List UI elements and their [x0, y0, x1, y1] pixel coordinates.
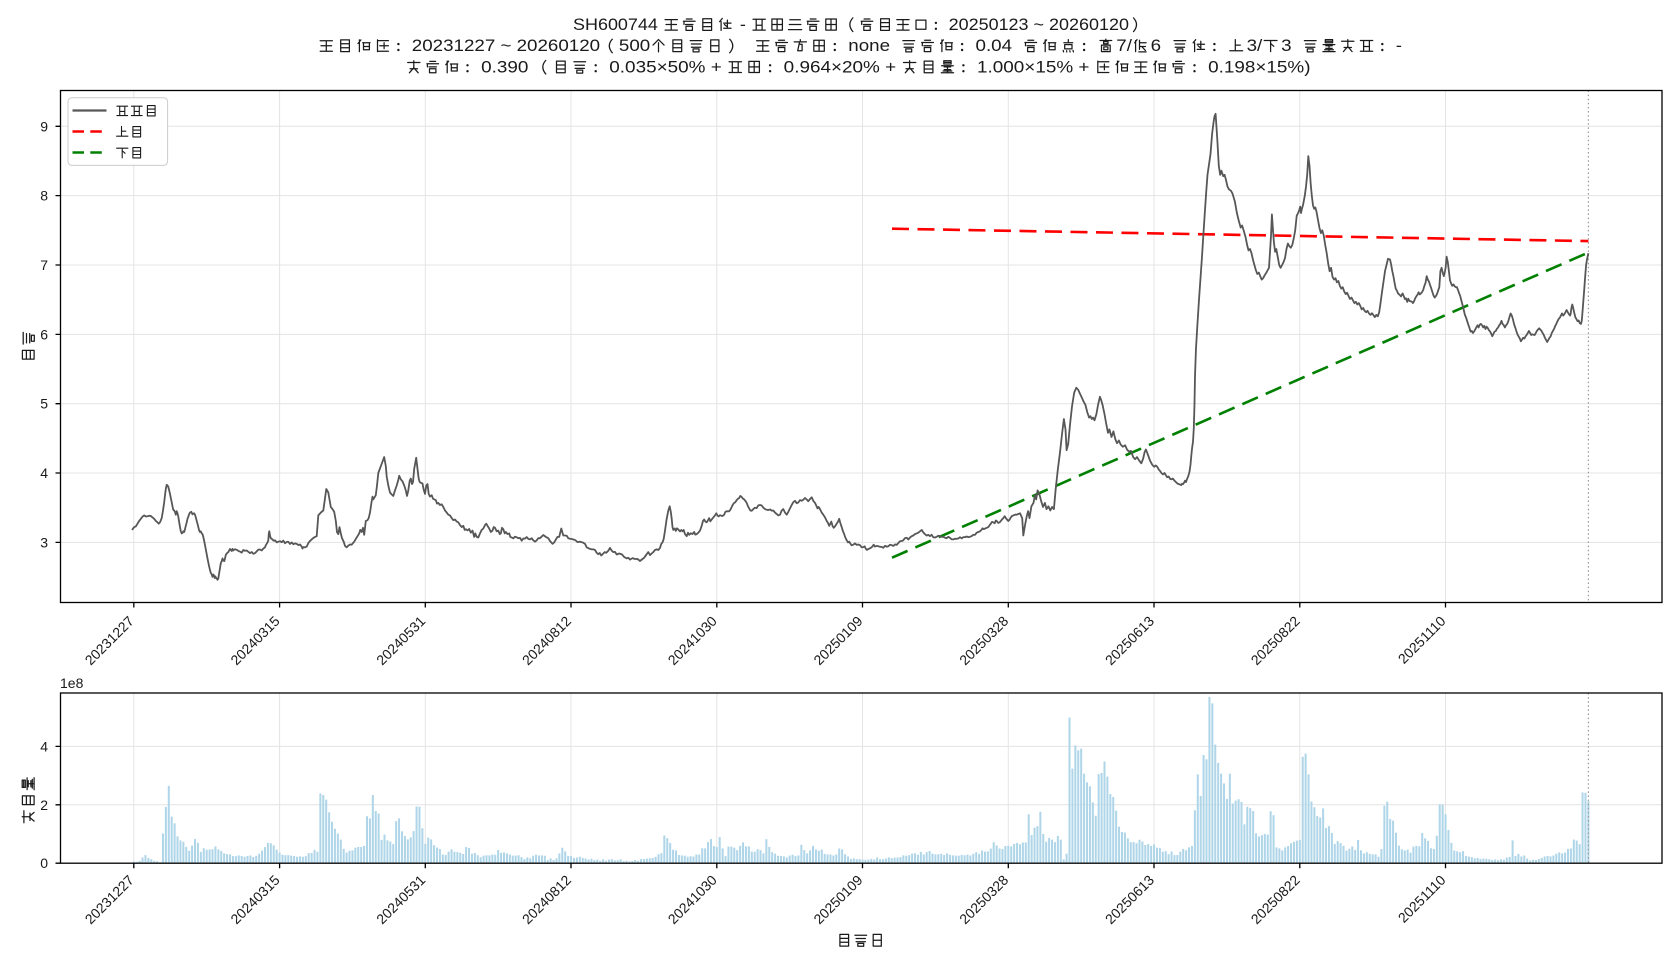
svg-text:20231227 ~ 20260120: 20231227 ~ 20260120	[412, 36, 600, 55]
svg-text:1e8: 1e8	[60, 675, 84, 691]
svg-text:500: 500	[619, 36, 650, 55]
svg-text:6: 6	[40, 326, 48, 342]
svg-text:-: -	[1396, 36, 1402, 55]
svg-text:3/: 3/	[1247, 36, 1263, 55]
svg-text:7: 7	[40, 257, 48, 273]
svg-text:0.198×15%): 0.198×15%)	[1208, 57, 1310, 76]
svg-text:0.390: 0.390	[481, 57, 533, 76]
svg-text:4: 4	[40, 738, 48, 754]
svg-text:9: 9	[40, 118, 48, 134]
svg-text:7/: 7/	[1116, 36, 1132, 55]
svg-text:8: 8	[40, 188, 48, 204]
svg-text:20250123 ~ 20260120: 20250123 ~ 20260120	[949, 15, 1129, 34]
svg-text:0: 0	[40, 855, 48, 871]
svg-text:SH600744: SH600744	[573, 15, 663, 34]
svg-text:0.964×20% +: 0.964×20% +	[784, 57, 902, 76]
svg-text:2: 2	[40, 797, 48, 813]
svg-text:-: -	[735, 15, 751, 34]
svg-text:5: 5	[40, 396, 48, 412]
svg-text:0.04: 0.04	[976, 36, 1023, 55]
svg-text:0.035×50% +: 0.035×50% +	[609, 57, 727, 76]
svg-text:6: 6	[1151, 36, 1172, 55]
svg-text:4: 4	[40, 465, 48, 481]
svg-text:none: none	[848, 36, 900, 55]
svg-text:3: 3	[1281, 36, 1302, 55]
svg-text:1.000×15% +: 1.000×15% +	[977, 57, 1095, 76]
svg-text:3: 3	[40, 534, 48, 550]
